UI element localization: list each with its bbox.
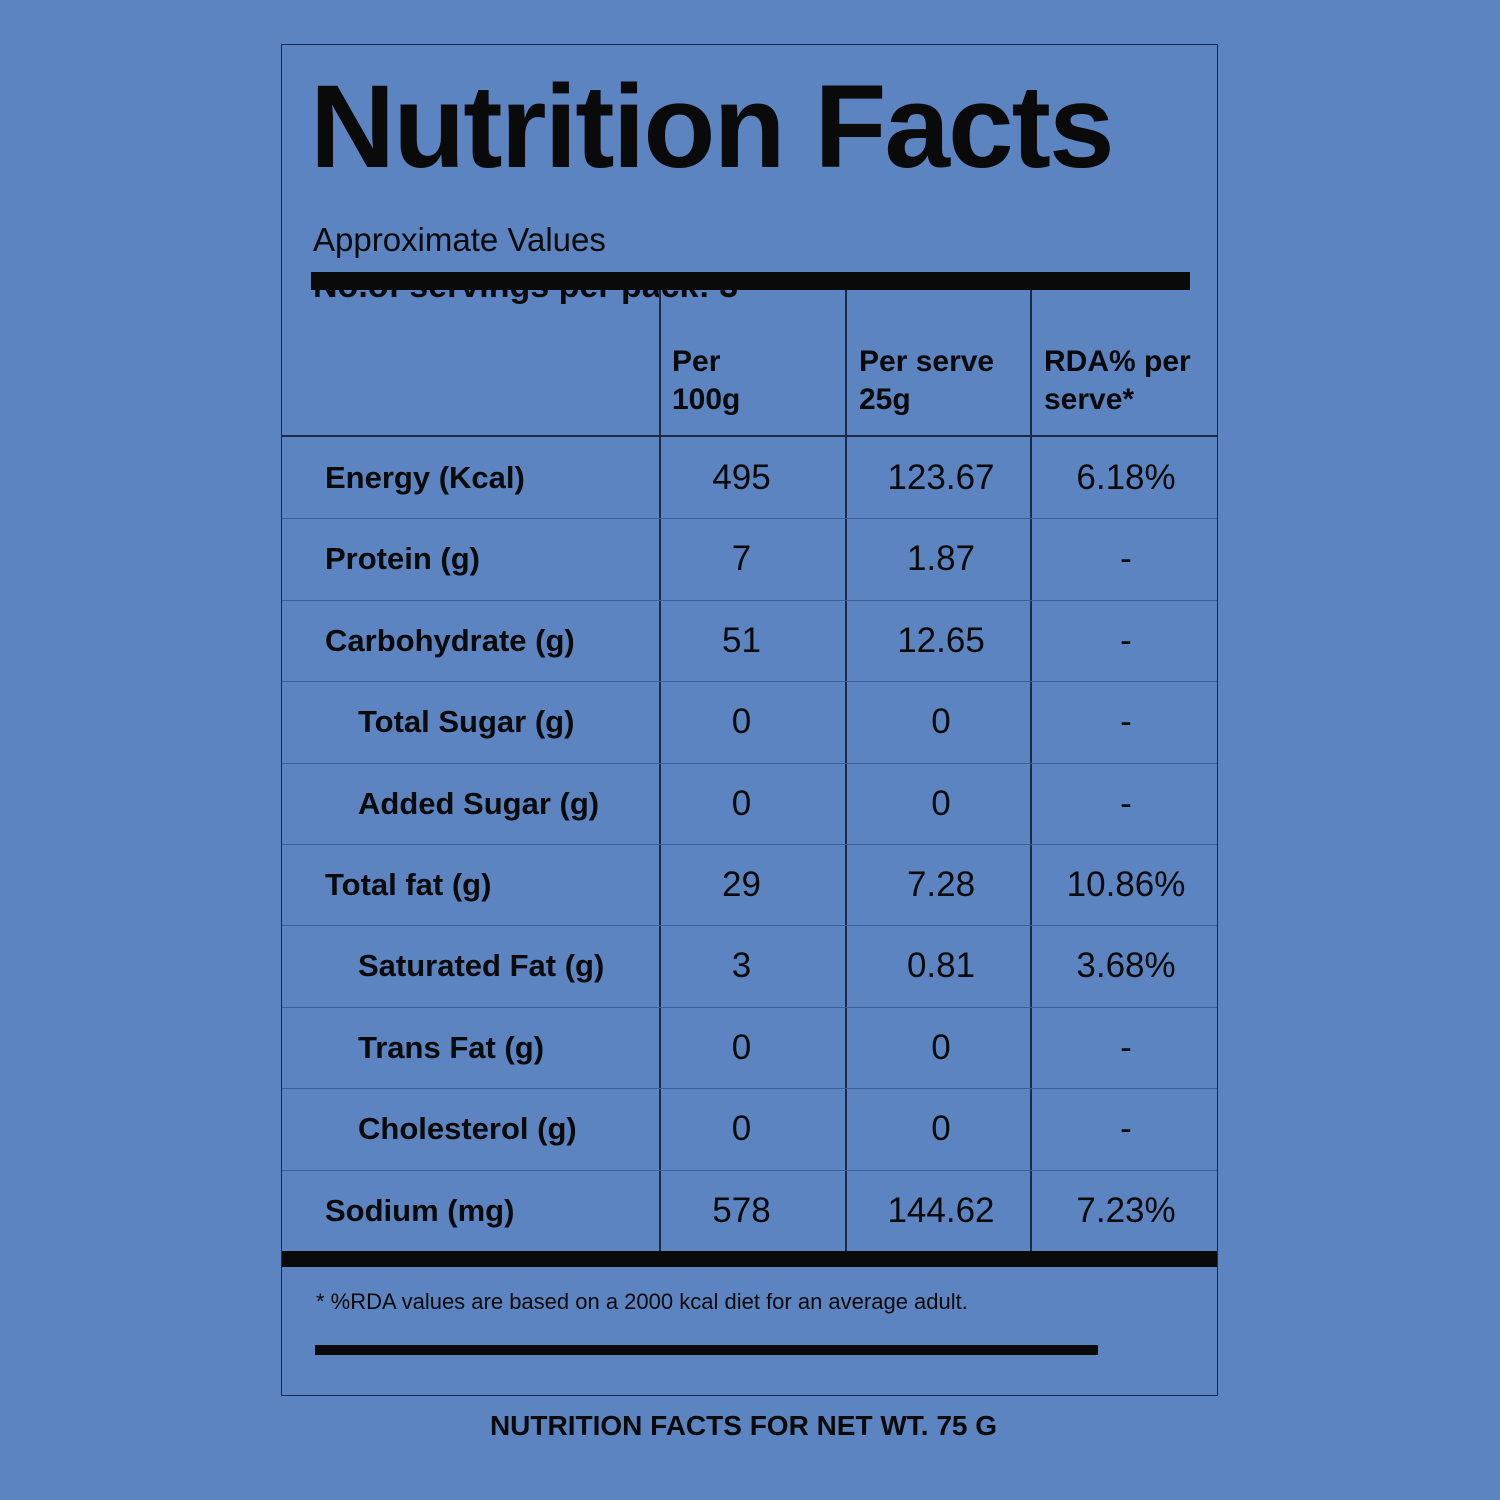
value-per-serve: 0 xyxy=(931,783,951,823)
value-per-100g: 7 xyxy=(731,539,752,579)
value-per-serve: 144.62 xyxy=(887,1190,995,1230)
row-divider xyxy=(282,762,1217,764)
column-header-divider xyxy=(282,435,1217,437)
row-divider xyxy=(282,844,1217,845)
value-per-serve: 0 xyxy=(931,1109,951,1149)
value-per-100g: 3 xyxy=(731,946,752,986)
value-per-serve: 0.81 xyxy=(906,946,976,986)
value-per-100g: 495 xyxy=(712,458,771,497)
table-row: Cholesterol (g) 0 0 - xyxy=(282,1088,1217,1169)
value-rda-percent: 3.68% xyxy=(1076,946,1176,986)
value-rda-percent: - xyxy=(1120,1109,1132,1149)
table-row: Saturated Fat (g) 3 0.81 3.68% xyxy=(282,925,1217,1006)
row-divider xyxy=(282,681,1217,683)
column-header-rda: RDA% per serve* xyxy=(1044,345,1191,416)
value-per-serve: 0 xyxy=(931,1027,951,1067)
table-row: Total fat (g) 29 7.28 10.86% xyxy=(282,844,1217,925)
nutrient-name: Trans Fat (g) xyxy=(358,1029,545,1065)
footnote-divider xyxy=(315,1345,1098,1355)
nutrient-name: Total Sugar (g) xyxy=(358,704,575,740)
table-row: Total Sugar (g) 0 0 - xyxy=(282,681,1217,762)
nutrient-name: Cholesterol (g) xyxy=(358,1111,577,1147)
value-rda-percent: - xyxy=(1120,539,1132,579)
value-per-100g: 578 xyxy=(712,1190,771,1230)
header-thick-divider xyxy=(311,272,1190,290)
column-divider xyxy=(659,290,661,1252)
value-per-100g: 29 xyxy=(722,865,761,904)
value-rda-percent: 10.86% xyxy=(1066,865,1186,904)
row-divider xyxy=(282,1169,1217,1171)
nutrition-facts-panel: Nutrition Facts Approximate Values No.of… xyxy=(281,44,1218,1396)
value-per-100g: 0 xyxy=(731,702,752,742)
table-row: Sodium (mg) 578 144.62 7.23% xyxy=(282,1170,1217,1251)
nutrient-name: Energy (Kcal) xyxy=(325,460,525,495)
value-rda-percent: - xyxy=(1120,620,1132,660)
value-per-serve: 7.28 xyxy=(906,865,976,904)
column-header-per-serve: Per serve 25g xyxy=(859,345,995,416)
nutrition-facts-title: Nutrition Facts xyxy=(310,61,1115,193)
table-row: Trans Fat (g) 0 0 - xyxy=(282,1007,1217,1088)
table-row: Added Sugar (g) 0 0 - xyxy=(282,763,1217,844)
rda-footnote: * %RDA values are based on a 2000 kcal d… xyxy=(316,1289,968,1314)
approximate-values-subtitle: Approximate Values xyxy=(313,221,606,258)
nutrient-name: Saturated Fat (g) xyxy=(358,948,605,984)
value-rda-percent: 6.18% xyxy=(1076,458,1176,497)
column-divider xyxy=(1030,290,1032,1252)
table-row: Carbohydrate (g) 51 12.65 - xyxy=(282,600,1217,681)
value-rda-percent: - xyxy=(1120,702,1132,742)
value-per-serve: 0 xyxy=(931,702,951,742)
nutrient-name: Total fat (g) xyxy=(325,867,492,902)
column-header-per-100g: Per 100g xyxy=(672,345,741,416)
value-rda-percent: 7.23% xyxy=(1076,1190,1176,1230)
row-divider xyxy=(282,518,1217,520)
net-weight-caption: NUTRITION FACTS FOR NET WT. 75 G xyxy=(489,1410,998,1441)
table-bottom-thick-divider xyxy=(282,1251,1217,1267)
row-divider xyxy=(282,1006,1217,1008)
value-per-100g: 0 xyxy=(731,1027,752,1067)
value-per-100g: 51 xyxy=(722,620,761,660)
row-divider xyxy=(282,925,1217,927)
value-per-100g: 0 xyxy=(731,1109,752,1149)
row-divider xyxy=(282,1088,1217,1090)
row-divider xyxy=(282,599,1217,601)
value-per-serve: 123.67 xyxy=(887,458,995,497)
nutrient-name: Added Sugar (g) xyxy=(358,785,600,821)
table-row: Protein (g) 7 1.87 - xyxy=(282,518,1217,599)
table-row: Energy (Kcal) 495 123.67 6.18% xyxy=(282,437,1217,518)
value-per-serve: 12.65 xyxy=(897,620,985,660)
value-per-100g: 0 xyxy=(731,783,752,823)
nutrient-name: Protein (g) xyxy=(325,541,480,577)
nutrient-name: Carbohydrate (g) xyxy=(325,622,575,658)
value-rda-percent: - xyxy=(1120,783,1132,823)
value-per-serve: 1.87 xyxy=(906,539,976,579)
value-rda-percent: - xyxy=(1120,1027,1132,1067)
nutrient-name: Sodium (mg) xyxy=(325,1192,515,1228)
column-divider xyxy=(845,290,847,1252)
